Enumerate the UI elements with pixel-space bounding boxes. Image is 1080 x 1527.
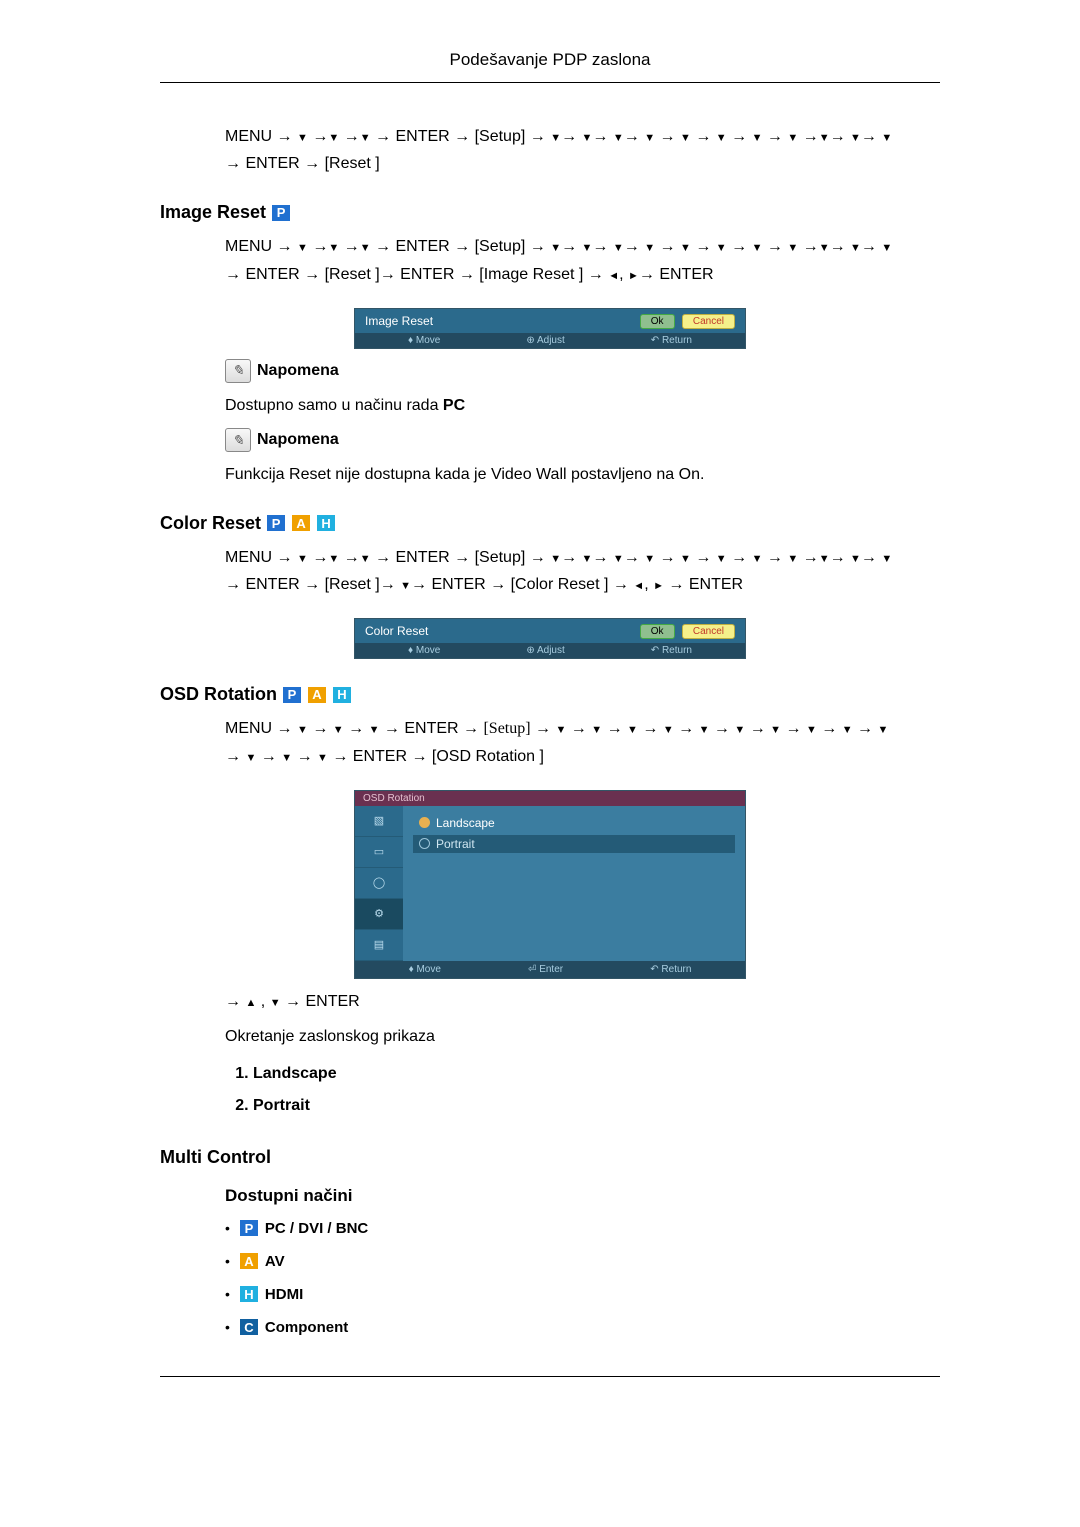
badge-p-icon: P bbox=[283, 687, 301, 703]
osd-title: Color Reset bbox=[365, 624, 428, 638]
osd-cancel-button[interactable]: Cancel bbox=[682, 314, 735, 329]
top-divider bbox=[160, 82, 940, 83]
osd-panel-footer: ♦ Move ⏎ Enter ↶ Return bbox=[355, 961, 745, 978]
mode-item-hdmi: •HHDMI bbox=[225, 1286, 940, 1303]
mode-item-av: •AAV bbox=[225, 1253, 940, 1270]
badge-c-icon: C bbox=[240, 1319, 258, 1335]
note-icon: ✎ bbox=[225, 428, 251, 452]
osd-title: Image Reset bbox=[365, 314, 433, 328]
note-row: ✎ Napomena bbox=[225, 428, 940, 452]
list-item: Portrait bbox=[253, 1090, 940, 1122]
reset-label: [Reset ] bbox=[325, 155, 380, 172]
radio-off-icon bbox=[419, 838, 430, 849]
nav-sequence-image-reset: MENU → → → → ENTER → [Setup] → → → → → →… bbox=[225, 233, 940, 287]
section-multi-control: Multi Control bbox=[160, 1147, 940, 1168]
note-icon: ✎ bbox=[225, 359, 251, 383]
osd-ok-button[interactable]: Ok bbox=[640, 624, 675, 639]
section-color-reset: Color Reset PAH bbox=[160, 513, 940, 534]
nav-sequence-color-reset: MENU → → → → ENTER → [Setup] → → → → → →… bbox=[225, 544, 940, 598]
badge-p-icon: P bbox=[240, 1220, 258, 1236]
page-content: Podešavanje PDP zaslona MENU → → → → ENT… bbox=[0, 0, 1080, 1427]
badge-p-icon: P bbox=[272, 205, 290, 221]
bottom-divider bbox=[160, 1376, 940, 1377]
badge-a-icon: A bbox=[292, 515, 310, 531]
section-image-reset: Image Reset P bbox=[160, 202, 940, 223]
section-title-text: Multi Control bbox=[160, 1147, 271, 1168]
note-row: ✎ Napomena bbox=[225, 359, 940, 383]
nav-text: → ENTER → bbox=[225, 155, 325, 172]
osd-option-portrait[interactable]: Portrait bbox=[413, 835, 735, 853]
badge-h-icon: H bbox=[317, 515, 335, 531]
section-title-text: Color Reset bbox=[160, 513, 261, 534]
osd-rotation-panel: OSD Rotation ▧ ▭ ◯ ⚙ ▤ Landscape Portrai… bbox=[354, 790, 746, 979]
badge-a-icon: A bbox=[240, 1253, 258, 1269]
note-text-video-wall: Funkcija Reset nije dostupna kada je Vid… bbox=[225, 462, 940, 488]
page-header: Podešavanje PDP zaslona bbox=[160, 50, 940, 70]
osd-rotation-options-list: Landscape Portrait bbox=[225, 1058, 940, 1122]
section-title-text: Image Reset bbox=[160, 202, 266, 223]
osd-side-nav: ▧ ▭ ◯ ⚙ ▤ bbox=[355, 806, 403, 961]
osd-panel-header: OSD Rotation bbox=[355, 791, 745, 806]
osd-side-item[interactable]: ▭ bbox=[355, 837, 403, 868]
osd-side-item-selected[interactable]: ⚙ bbox=[355, 899, 403, 930]
badge-a-icon: A bbox=[308, 687, 326, 703]
badge-p-icon: P bbox=[267, 515, 285, 531]
note-text-pc-mode: Dostupno samo u načinu rada PC bbox=[225, 393, 940, 419]
note-label: Napomena bbox=[257, 431, 339, 449]
osd-side-item[interactable]: ▧ bbox=[355, 806, 403, 837]
nav-text: → ENTER → bbox=[371, 128, 475, 145]
badge-h-icon: H bbox=[240, 1286, 258, 1302]
osd-rotation-desc: Okretanje zaslonskog prikaza bbox=[225, 1024, 940, 1050]
section-title-text: OSD Rotation bbox=[160, 684, 277, 705]
osd-ok-button[interactable]: Ok bbox=[640, 314, 675, 329]
mode-item-pc: •PPC / DVI / BNC bbox=[225, 1220, 940, 1237]
note-label: Napomena bbox=[257, 362, 339, 380]
nav-post-enter: → , → ENTER bbox=[225, 989, 940, 1015]
osd-main-options: Landscape Portrait bbox=[403, 806, 745, 961]
setup-label: [Setup] bbox=[475, 128, 526, 145]
nav-sequence-reset: MENU → → → → ENTER → [Setup] → → → → → →… bbox=[225, 123, 940, 177]
osd-footer: ♦ Move ⊕ Adjust ↶ Return bbox=[355, 333, 745, 348]
available-modes-list: •PPC / DVI / BNC •AAV •HHDMI •CComponent bbox=[225, 1220, 940, 1336]
mode-item-component: •CComponent bbox=[225, 1319, 940, 1336]
osd-side-item[interactable]: ◯ bbox=[355, 868, 403, 899]
osd-cancel-button[interactable]: Cancel bbox=[682, 624, 735, 639]
osd-color-reset-dialog: Color Reset Ok Cancel ♦ Move ⊕ Adjust ↶ … bbox=[354, 618, 746, 659]
radio-on-icon bbox=[419, 817, 430, 828]
badge-h-icon: H bbox=[333, 687, 351, 703]
osd-side-item[interactable]: ▤ bbox=[355, 930, 403, 961]
section-osd-rotation: OSD Rotation PAH bbox=[160, 684, 940, 705]
osd-footer: ♦ Move ⊕ Adjust ↶ Return bbox=[355, 643, 745, 658]
nav-text: MENU → bbox=[225, 128, 297, 145]
sub-section-modes: Dostupni načini bbox=[225, 1186, 940, 1206]
osd-option-landscape[interactable]: Landscape bbox=[413, 814, 735, 832]
list-item: Landscape bbox=[253, 1058, 940, 1090]
nav-sequence-osd-rotation: MENU → → → → ENTER → [Setup] → → → → → →… bbox=[225, 715, 940, 769]
osd-image-reset-dialog: Image Reset Ok Cancel ♦ Move ⊕ Adjust ↶ … bbox=[354, 308, 746, 349]
